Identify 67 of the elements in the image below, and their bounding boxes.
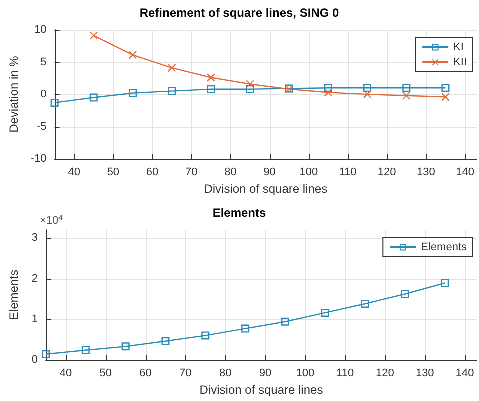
point xyxy=(128,51,137,60)
y-tick-label: -5 xyxy=(37,120,47,133)
y-tick-label: 3 xyxy=(32,232,38,244)
chart-title: Elements xyxy=(212,206,266,220)
point xyxy=(42,350,50,358)
x-tick-label: 100 xyxy=(296,368,315,380)
x-axis-title: Division of square lines xyxy=(200,383,324,397)
point xyxy=(364,90,372,99)
x-tick-label: 60 xyxy=(146,166,159,179)
point xyxy=(207,74,216,82)
point xyxy=(402,84,411,92)
y-axis-title: Deviation in % xyxy=(7,56,21,133)
x-tick-label: 60 xyxy=(140,368,152,380)
x-tick-label: 90 xyxy=(264,166,276,179)
x-tick-label: 80 xyxy=(224,166,237,179)
x-tick-label: 90 xyxy=(259,368,272,380)
point xyxy=(90,94,98,102)
point xyxy=(82,346,90,354)
point xyxy=(162,337,170,346)
legend-label: KI xyxy=(454,42,464,54)
x-tick-label: 100 xyxy=(300,166,318,179)
x-tick-label: 70 xyxy=(186,166,198,179)
y-tick-label: 0 xyxy=(32,354,38,366)
x-tick-label: 130 xyxy=(416,368,434,380)
point xyxy=(168,64,176,72)
point xyxy=(442,84,450,92)
y-tick-label: 0 xyxy=(40,88,47,101)
point xyxy=(128,89,137,98)
point xyxy=(50,98,59,107)
x-axis-title: Division of square lines xyxy=(204,182,328,196)
legend-label: KII xyxy=(454,56,468,68)
x-tick-label: 140 xyxy=(456,166,474,179)
point xyxy=(122,342,130,351)
x-tick-label: 120 xyxy=(376,368,394,380)
point xyxy=(246,80,254,88)
point xyxy=(202,332,210,340)
y-tick-label: 5 xyxy=(40,56,47,68)
y-axis-title: Elements xyxy=(7,270,21,320)
point xyxy=(207,85,216,94)
point xyxy=(401,290,410,298)
x-tick-label: 70 xyxy=(180,368,192,380)
y-tick-label: 1 xyxy=(32,313,38,326)
y-tick-label: 2 xyxy=(32,272,38,285)
point xyxy=(324,88,332,97)
x-tick-label: 50 xyxy=(100,368,112,380)
point xyxy=(361,300,370,308)
x-tick-label: 120 xyxy=(378,166,396,179)
x-tick-label: 140 xyxy=(456,368,474,380)
x-tick-label: 40 xyxy=(60,368,72,380)
x-tick-label: 50 xyxy=(107,166,120,179)
point xyxy=(242,324,250,333)
x-tick-label: 110 xyxy=(336,368,354,380)
point xyxy=(321,308,330,317)
point xyxy=(90,32,98,40)
x-tick-label: 110 xyxy=(339,166,357,179)
x-tick-label: 80 xyxy=(219,368,232,380)
point xyxy=(441,279,450,288)
chart-title: Refinement of square lines, SING 0 xyxy=(140,6,340,20)
point xyxy=(168,87,176,96)
y-tick-label: 10 xyxy=(34,24,47,36)
x-tick-label: 40 xyxy=(68,166,80,179)
x-tick-label: 130 xyxy=(417,166,436,179)
point xyxy=(402,92,411,100)
y-tick-label: -10 xyxy=(30,153,47,166)
legend-label: Elements xyxy=(421,242,468,254)
point xyxy=(442,93,450,102)
point xyxy=(281,318,290,326)
